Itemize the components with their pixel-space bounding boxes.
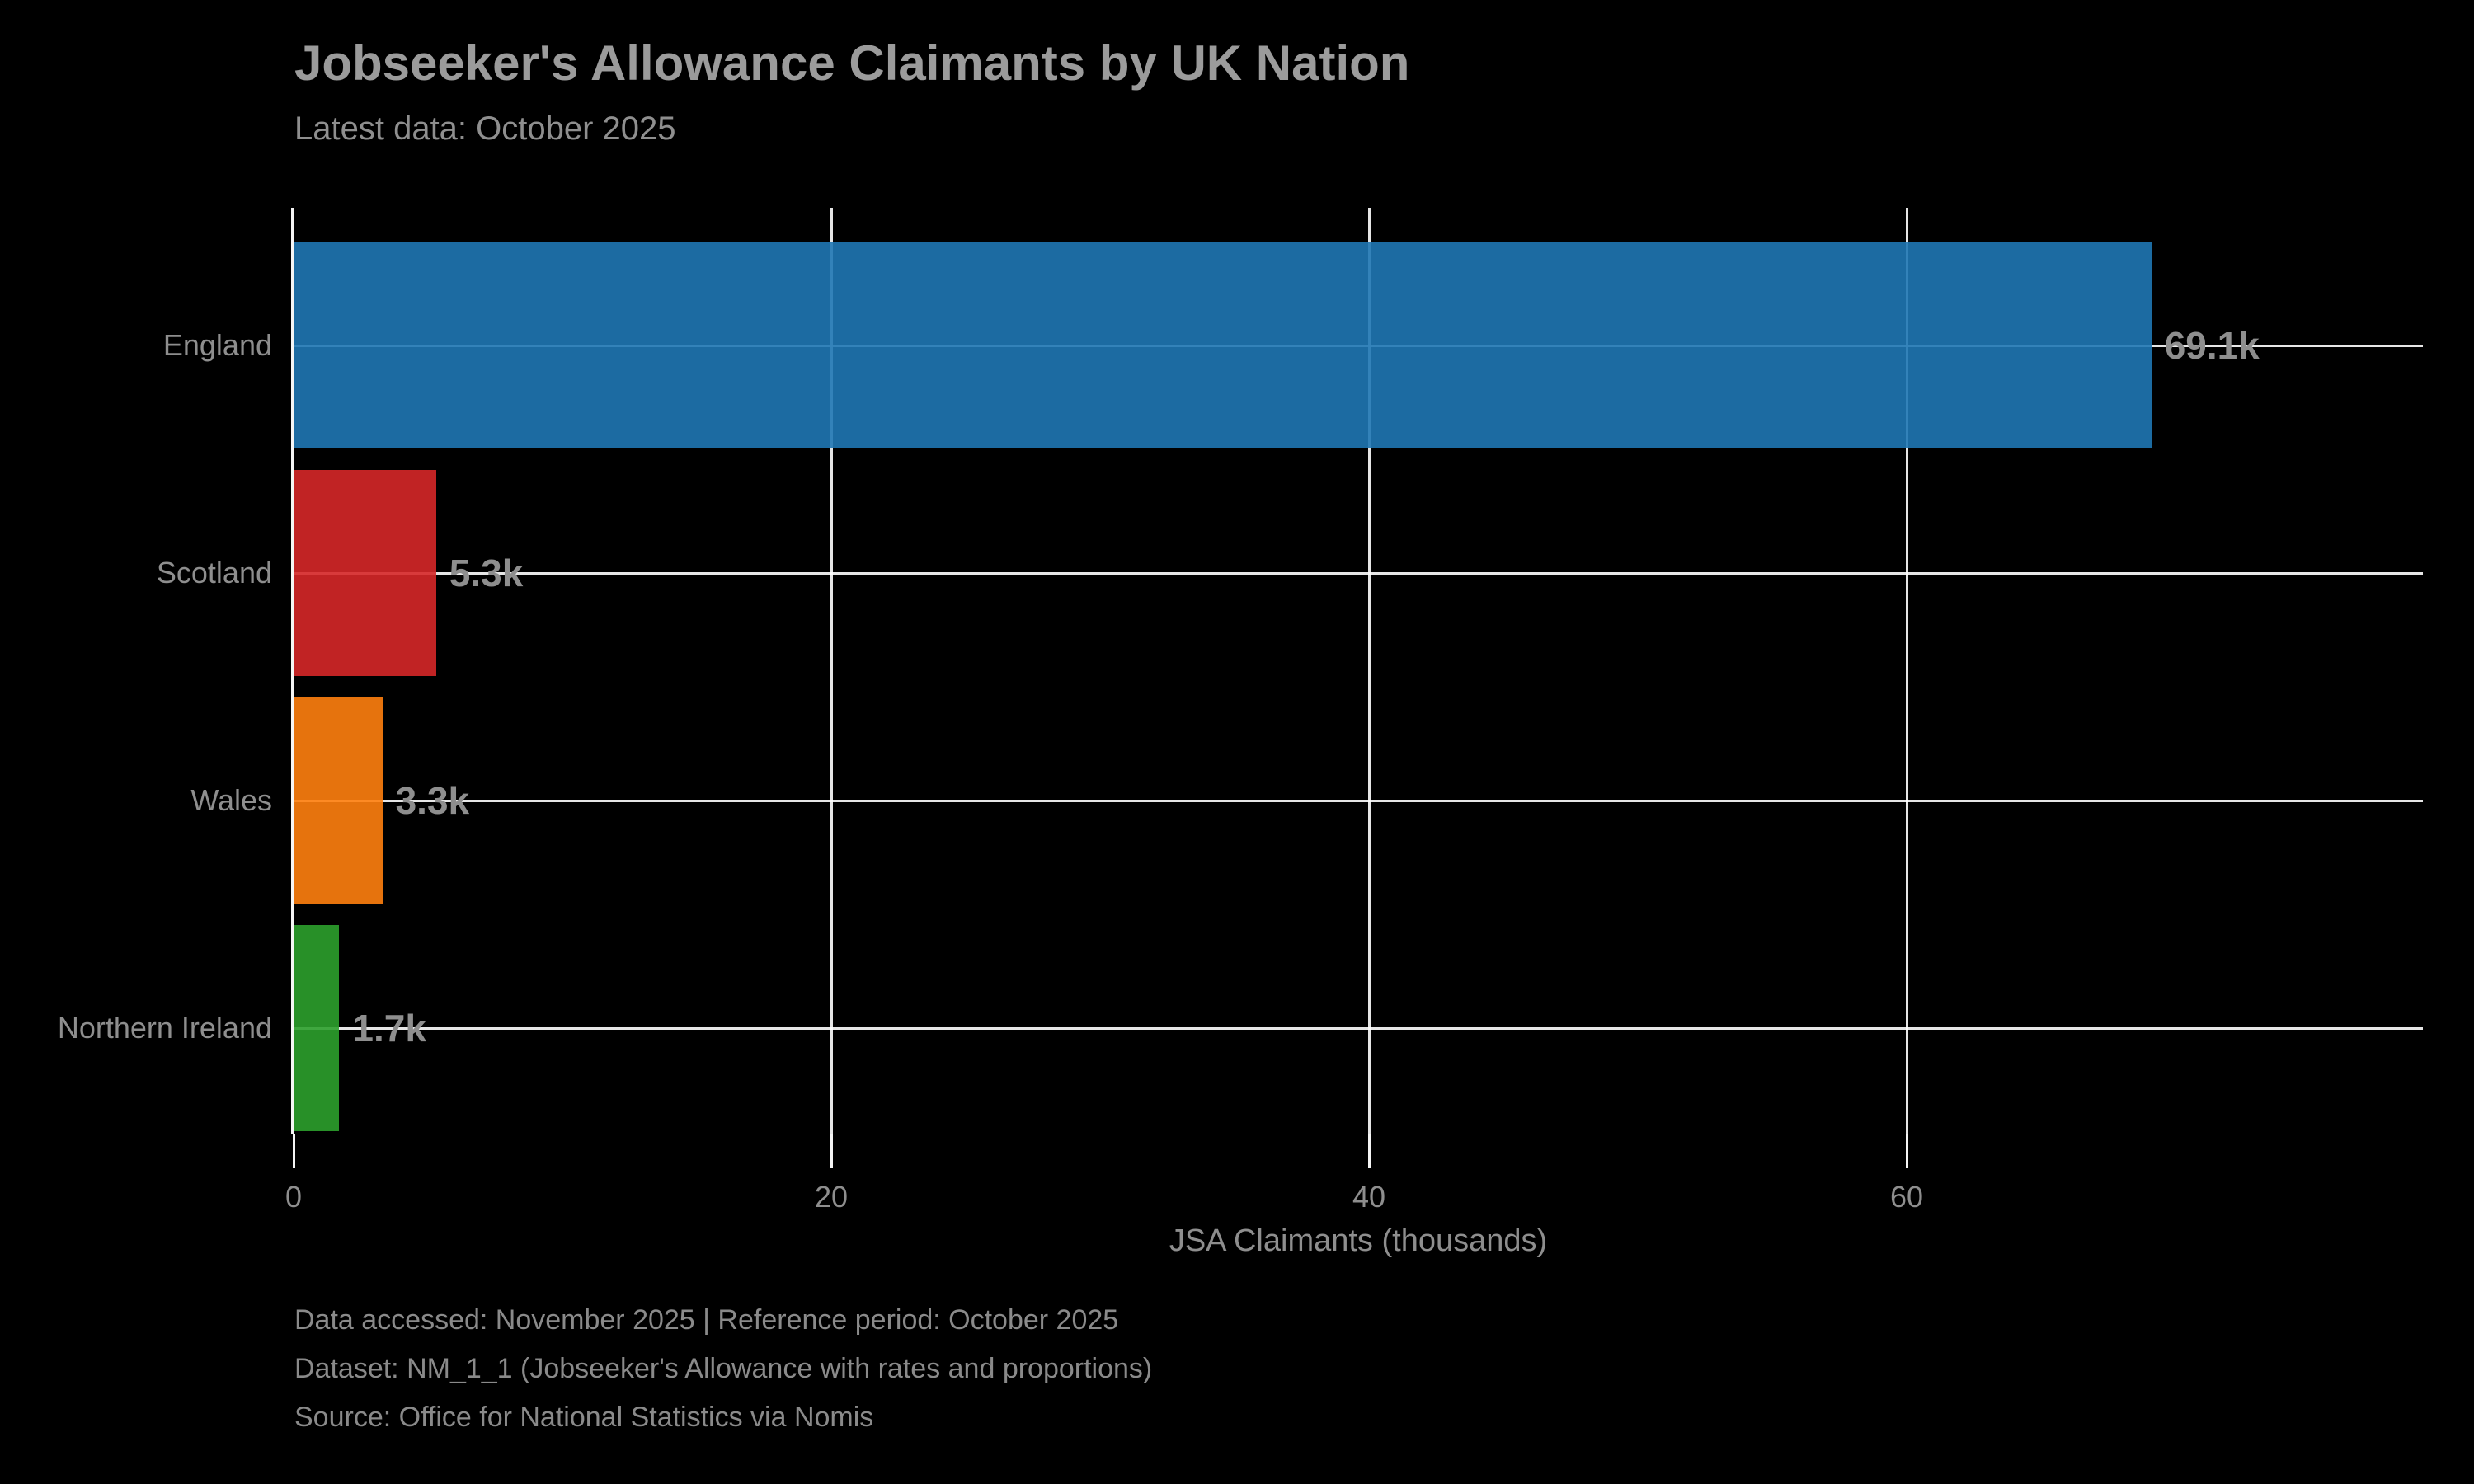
x-gridline — [1367, 208, 1371, 1134]
y-gridline — [294, 799, 2423, 802]
footer-line-dataset: Dataset: NM_1_1 (Jobseeker's Allowance w… — [294, 1353, 1153, 1384]
x-tick-mark — [1905, 1134, 1908, 1168]
y-gridline — [294, 1026, 2423, 1030]
y-tick-label-wales: Wales — [190, 783, 272, 817]
value-label-scotland: 5.3k — [449, 552, 524, 594]
y-gridline — [294, 571, 2423, 575]
x-tick-label: 20 — [814, 1180, 849, 1214]
x-tick-label: 60 — [1890, 1180, 1924, 1214]
x-tick-label: 40 — [1352, 1180, 1386, 1214]
value-label-wales: 3.3k — [395, 779, 470, 822]
bar-england — [294, 242, 2152, 448]
chart-subtitle: Latest data: October 2025 — [294, 110, 676, 147]
plot-area — [291, 208, 2423, 1134]
footer-line-source: Source: Office for National Statistics v… — [294, 1402, 874, 1433]
x-gridline — [830, 208, 833, 1134]
footer-line-accessed: Data accessed: November 2025 | Reference… — [294, 1304, 1119, 1336]
x-tick-mark — [1367, 1134, 1371, 1168]
value-label-england: 69.1k — [2164, 324, 2260, 367]
value-label-northern-ireland: 1.7k — [352, 1007, 426, 1050]
y-axis-spine — [291, 208, 294, 1134]
y-tick-label-england: England — [162, 328, 272, 362]
bar-northern-ireland — [294, 925, 340, 1131]
chart-footer: Data accessed: November 2025 | Reference… — [294, 1296, 1152, 1442]
x-gridline — [1905, 208, 1908, 1134]
x-tick-mark — [830, 1134, 833, 1168]
y-tick-label-scotland: Scotland — [156, 556, 272, 589]
x-tick-label: 0 — [285, 1180, 303, 1214]
x-tick-mark — [292, 1134, 295, 1168]
chart-title: Jobseeker's Allowance Claimants by UK Na… — [294, 35, 1410, 91]
x-axis-label: JSA Claimants (thousands) — [1169, 1223, 1548, 1258]
bar-wales — [294, 697, 383, 904]
y-tick-label-northern-ireland: Northern Ireland — [57, 1011, 272, 1045]
bar-scotland — [294, 470, 436, 676]
